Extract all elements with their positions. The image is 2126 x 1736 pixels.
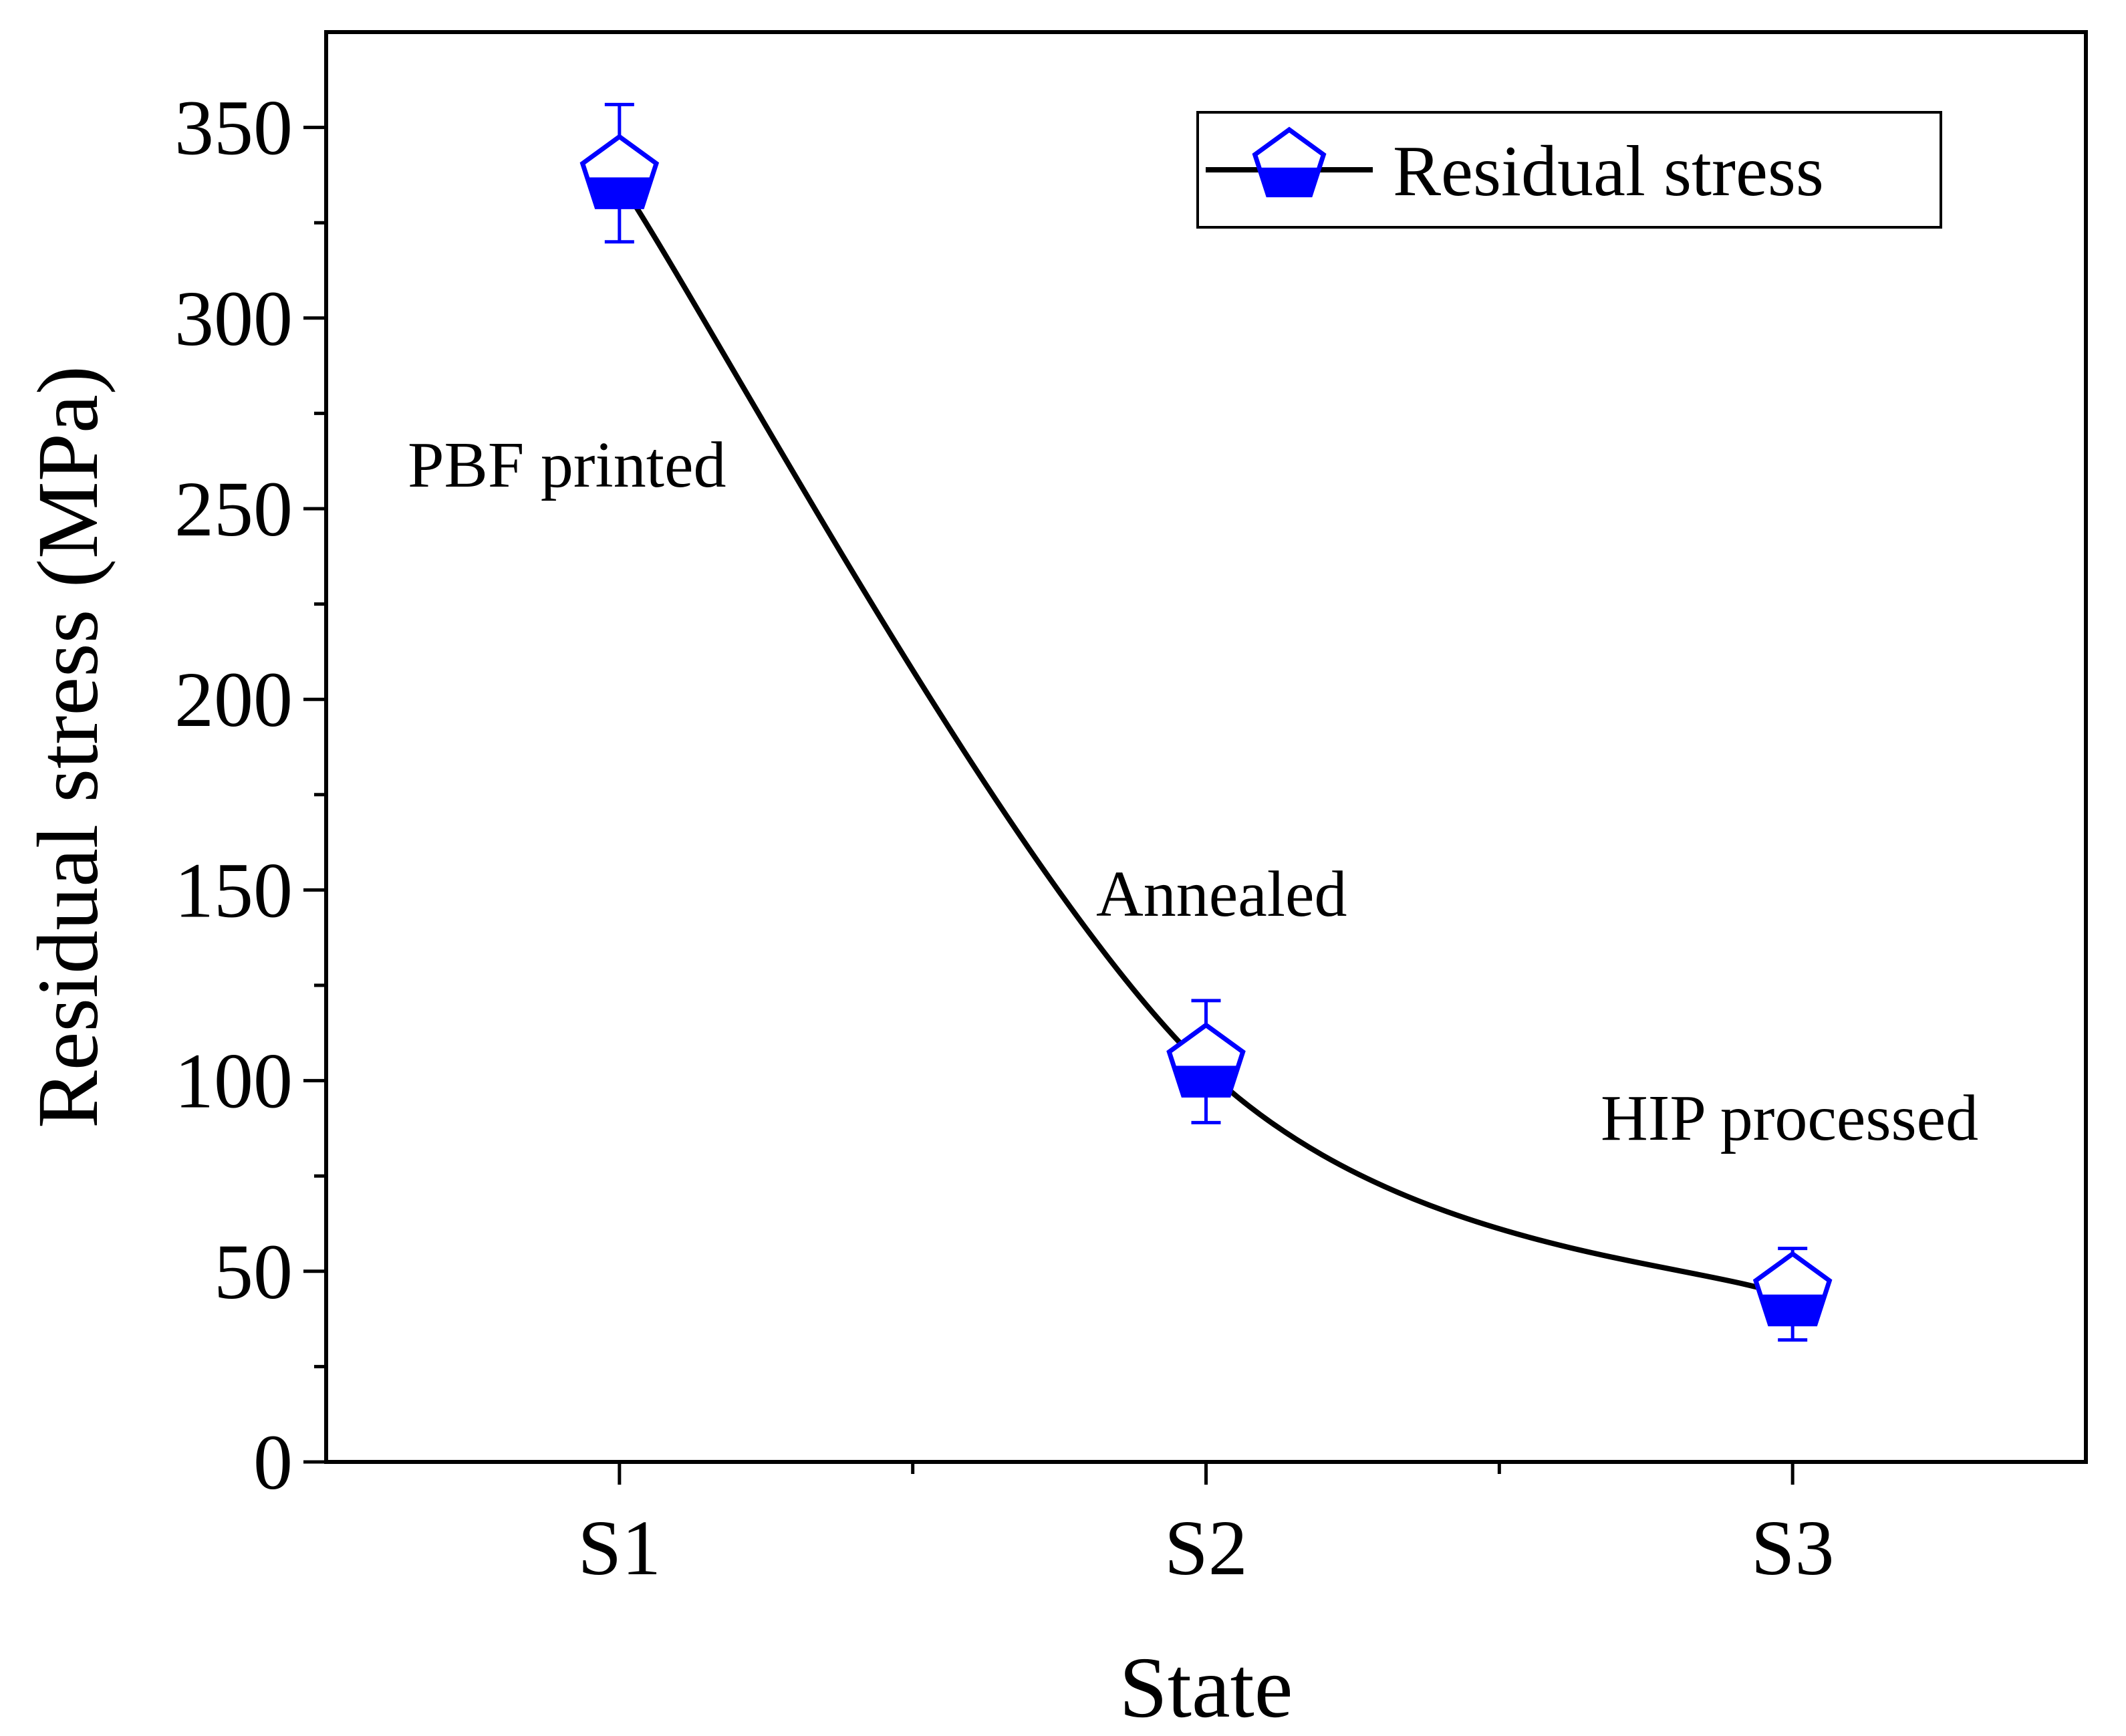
annotation-S1: PBF printed bbox=[408, 429, 726, 501]
data-point-S3 bbox=[1752, 1251, 1833, 1327]
marker-fill-bottom bbox=[1174, 1066, 1238, 1096]
x-tick-label: S2 bbox=[1164, 1504, 1248, 1592]
annotation-S2: Annealed bbox=[1096, 858, 1347, 931]
y-tick-label: 150 bbox=[174, 846, 293, 934]
x-tick-label: S1 bbox=[578, 1504, 662, 1592]
legend: Residual stress bbox=[1196, 111, 1942, 229]
marker-fill-bottom bbox=[1258, 167, 1320, 195]
x-axis-title: State bbox=[1119, 1640, 1293, 1736]
y-tick-label: 350 bbox=[174, 84, 293, 172]
plot-area bbox=[579, 102, 1833, 1342]
axes: 0 50 100 150 200 250 300 350 S1 S2 S3 State Residual… bbox=[20, 30, 2088, 1736]
data-point-S2 bbox=[1166, 1022, 1246, 1098]
x-tick-label: S3 bbox=[1751, 1504, 1835, 1592]
marker-outline bbox=[579, 134, 660, 209]
annotations: PBF printed Annealed HIP processed bbox=[408, 429, 1978, 1154]
y-tick-label: 200 bbox=[174, 656, 293, 743]
y-tick-label: 100 bbox=[174, 1037, 293, 1125]
marker-outline bbox=[1252, 126, 1327, 198]
y-tick-label: 50 bbox=[214, 1228, 293, 1316]
series-line bbox=[617, 179, 1794, 1301]
marker-fill-bottom bbox=[587, 177, 652, 207]
y-tick-label: 300 bbox=[174, 275, 293, 362]
marker-outline bbox=[1752, 1251, 1833, 1327]
y-tick-label: 0 bbox=[253, 1418, 293, 1506]
marker-fill-bottom bbox=[1760, 1294, 1825, 1324]
annotation-S3: HIP processed bbox=[1601, 1082, 1978, 1154]
y-axis-title: Residual stress (MPa) bbox=[20, 366, 116, 1128]
marker-outline bbox=[1166, 1022, 1246, 1098]
legend-marker bbox=[1252, 126, 1327, 198]
y-tick-label: 250 bbox=[174, 465, 293, 553]
legend-label: Residual stress bbox=[1393, 132, 1824, 211]
data-point-S1 bbox=[579, 134, 660, 209]
